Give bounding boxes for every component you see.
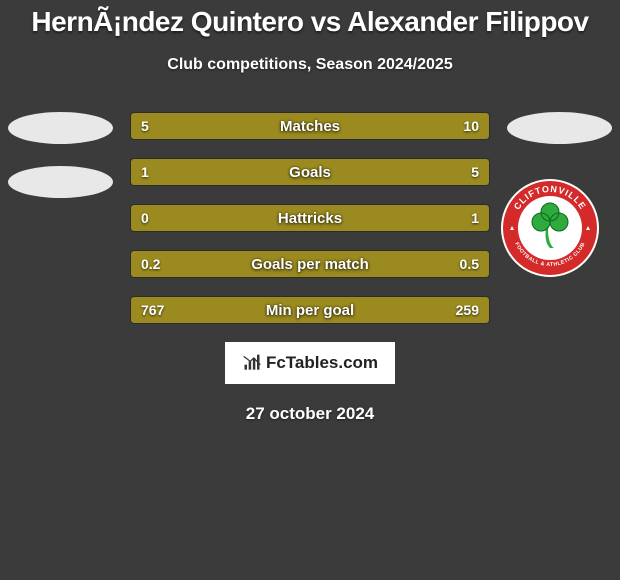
- bar-row: 510Matches: [130, 112, 490, 140]
- bar-label: Hattricks: [131, 205, 489, 231]
- page-title: HernÃ¡ndez Quintero vs Alexander Filippo…: [0, 0, 620, 38]
- player1-flag-placeholder-2: [8, 166, 113, 198]
- bar-chart-icon: [242, 353, 262, 373]
- player1-flag-placeholder-1: [8, 112, 113, 144]
- fctables-logo: FcTables.com: [225, 342, 395, 384]
- bar-row: 15Goals: [130, 158, 490, 186]
- bar-row: 0.20.5Goals per match: [130, 250, 490, 278]
- bars-container: 510Matches 15Goals 01Hattricks 0.20.5Goals …: [130, 112, 490, 324]
- player2-flag-placeholder-1: [507, 112, 612, 144]
- subtitle: Club competitions, Season 2024/2025: [0, 56, 620, 74]
- bar-label: Goals: [131, 159, 489, 185]
- bar-row: 01Hattricks: [130, 204, 490, 232]
- bar-label: Min per goal: [131, 297, 489, 323]
- bar-label: Goals per match: [131, 251, 489, 277]
- club-badge-cliftonville: CLIFTONVILLE FOOTBALL & ATHLETIC CLUB: [500, 178, 600, 278]
- bar-label: Matches: [131, 113, 489, 139]
- logo-text: FcTables.com: [266, 353, 378, 373]
- date-text: 27 october 2024: [0, 404, 620, 424]
- bar-row: 767259Min per goal: [130, 296, 490, 324]
